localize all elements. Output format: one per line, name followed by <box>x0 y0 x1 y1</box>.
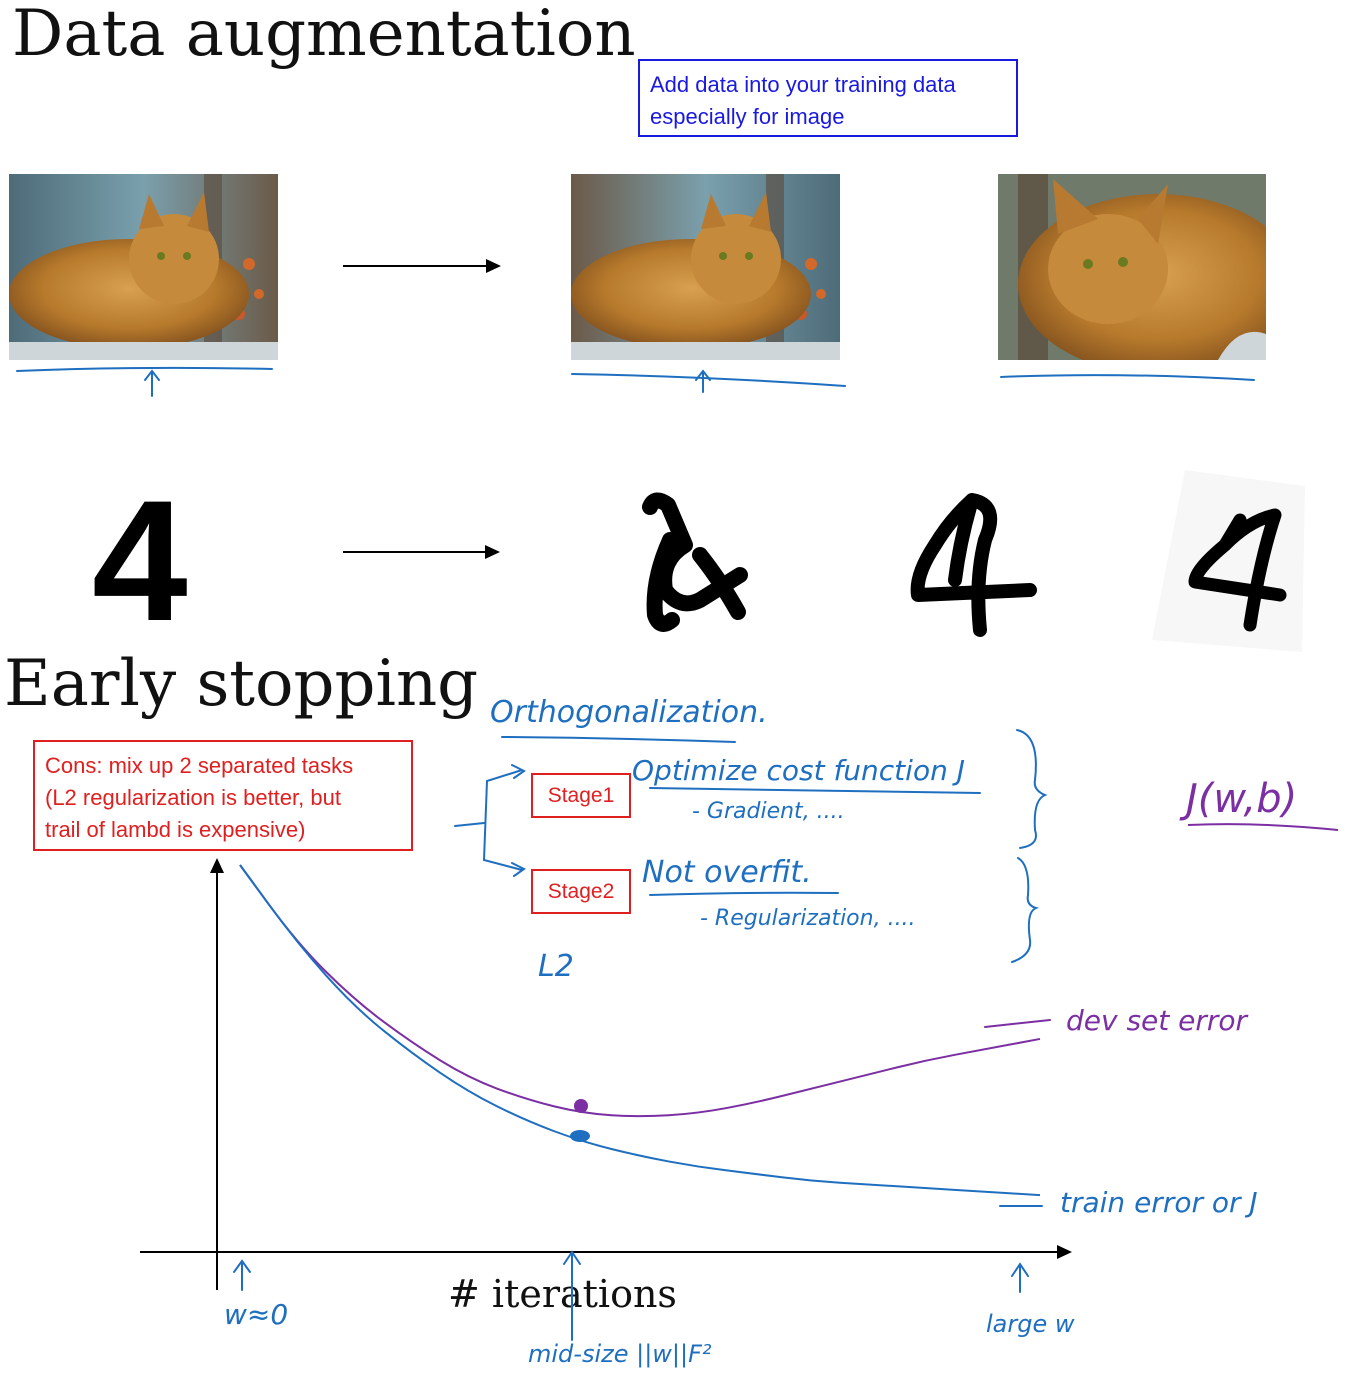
data-augmentation-title: Data augmentation <box>12 0 636 71</box>
large-w-label: large w <box>986 1310 1075 1338</box>
x-axis-label: # iterations <box>448 1272 677 1316</box>
gradient-text: - Gradient, .... <box>692 799 845 824</box>
digit-four-original: 4 <box>92 465 188 657</box>
dev-min-marker <box>574 1099 588 1113</box>
cat-pointer-2 <box>695 369 711 393</box>
w-zero-arrow <box>233 1259 251 1291</box>
large-w-arrow <box>1011 1262 1029 1293</box>
augment-arrow-2 <box>343 545 500 559</box>
right-brace-1 <box>1016 729 1048 849</box>
cons-note: Cons: mix up 2 separated tasks (L2 regul… <box>33 740 413 851</box>
cat-underline-2 <box>571 373 846 387</box>
cat-image-flipped <box>571 174 840 360</box>
mid-size-label: mid-size ||w||F² <box>528 1340 712 1368</box>
optimize-text: Optimize cost function J <box>632 754 965 787</box>
dev-connector <box>984 1019 1051 1028</box>
cat-underline-1 <box>16 366 273 372</box>
regularization-text: - Regularization, .... <box>700 906 916 931</box>
w-zero-label: w≈0 <box>224 1298 288 1331</box>
augment-arrow-1 <box>343 259 501 273</box>
digit-four-distorted-3 <box>1152 470 1305 652</box>
orthogonalization-text: Orthogonalization. <box>490 695 768 730</box>
optimize-underline <box>649 787 981 794</box>
cat-image-cropped <box>998 174 1266 360</box>
digit-four-distorted-1 <box>642 492 748 632</box>
early-stopping-title: Early stopping <box>4 647 479 721</box>
series-layer <box>239 864 1041 1197</box>
series-line-dev-error <box>239 864 1041 1118</box>
stage-bracket <box>454 764 526 877</box>
jwb-text: J(w,b) <box>1179 776 1297 822</box>
augmentation-note: Add data into your training data especia… <box>638 59 1018 137</box>
l2-text: L2 <box>538 949 574 984</box>
cat-pointer-1 <box>144 369 160 397</box>
cat-image-original <box>9 174 278 360</box>
series-line-train-error <box>239 864 1041 1197</box>
chart-axes <box>140 858 1072 1290</box>
train-mark <box>570 1130 590 1142</box>
stage1-box: Stage1 <box>531 773 631 818</box>
jwb-underline <box>1187 823 1339 831</box>
dev-error-label: dev set error <box>1066 1004 1249 1037</box>
digit-four-distorted-2 <box>910 493 1037 637</box>
train-error-label: train error or J <box>1060 1186 1258 1219</box>
not-overfit-underline <box>649 891 839 896</box>
not-overfit-text: Not overfit. <box>642 855 812 890</box>
orth-underline <box>501 736 736 743</box>
stage2-box: Stage2 <box>531 869 631 914</box>
right-brace-2 <box>1011 857 1040 963</box>
cat-underline-3 <box>1000 374 1255 381</box>
mid-size-arrow <box>563 1250 581 1341</box>
